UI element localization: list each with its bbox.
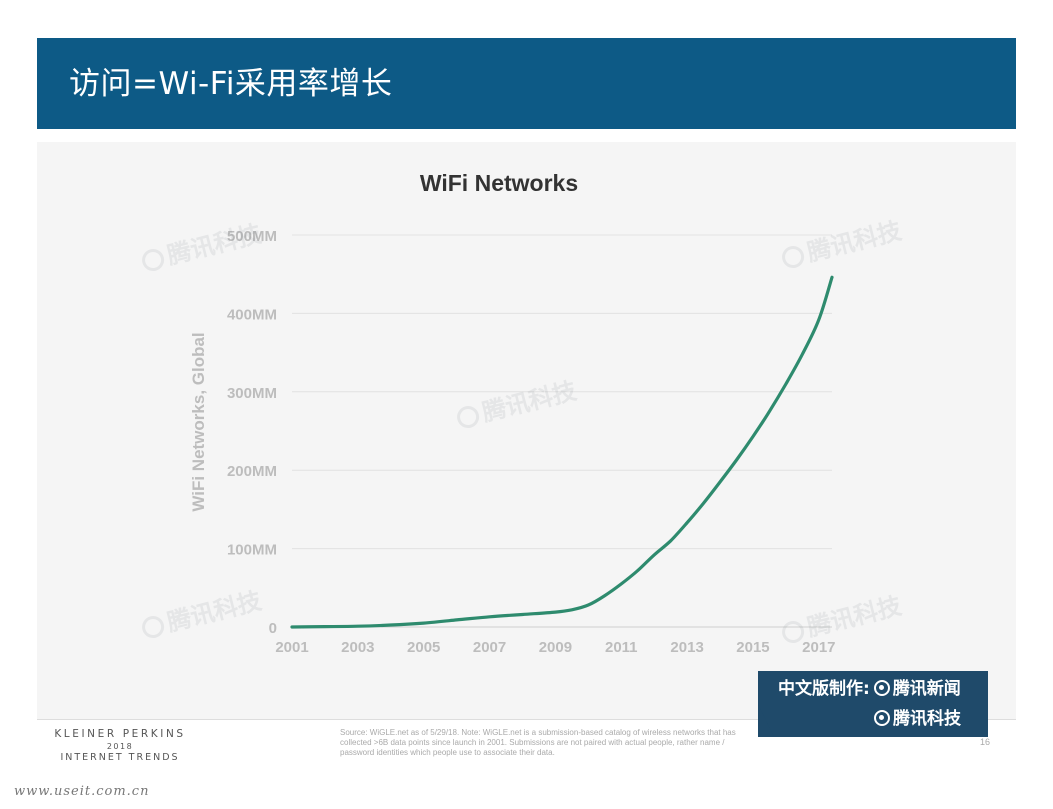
tencent-logo-icon: [873, 680, 890, 696]
brand-report: INTERNET TRENDS: [60, 752, 180, 763]
credit-tech-name: 腾讯科技: [893, 709, 961, 729]
x-tick-label: 2003: [341, 639, 374, 656]
chart-grid: [292, 234, 832, 628]
page-title: 访问=Wi-Fi采用率增长: [69, 66, 393, 102]
tencent-logo-icon: [874, 710, 890, 726]
y-tick-label: 500MM: [227, 228, 277, 245]
header-bar: 访问=Wi-Fi采用率增长: [37, 38, 1016, 129]
x-tick-label: 2013: [670, 639, 703, 656]
y-tick-labels: 0 100MM 200MM 300MM 400MM 500MM: [227, 228, 277, 637]
credit-news-row: 中文版制作: 腾讯新闻: [778, 678, 961, 700]
x-tick-label: 2015: [736, 639, 769, 656]
y-tick-label: 200MM: [227, 463, 277, 480]
x-tick-label: 2011: [605, 639, 638, 656]
brand-year: 2018: [106, 742, 134, 751]
brand-name: KLEINER PERKINS: [54, 728, 186, 740]
credit-badge: 中文版制作: 腾讯新闻 腾讯科技: [758, 671, 988, 737]
x-tick-label: 2005: [407, 639, 440, 656]
footer-divider: [37, 719, 1016, 720]
series-line-wifi-networks: [290, 275, 834, 629]
footer-brand: KLEINER PERKINS 2018 INTERNET TRENDS: [40, 728, 200, 764]
x-tick-label: 2017: [802, 639, 835, 656]
credit-news-name: 腾讯新闻: [892, 679, 961, 699]
y-axis-label: WiFi Networks, Global: [189, 332, 208, 511]
x-tick-label: 2007: [473, 639, 506, 656]
x-tick-labels: 2001 2003 2005 2007 2009 2011 2013 2015 2017: [275, 639, 835, 656]
y-tick-label: 300MM: [227, 385, 277, 402]
chart-title: WiFi Networks: [420, 170, 578, 196]
credit-badge-shape: [758, 671, 988, 737]
x-tick-label: 2009: [539, 639, 572, 656]
y-tick-label: 100MM: [227, 542, 277, 559]
chart-area: 0 100MM 200MM 300MM 400MM 500MM 2001 2003 2005 2…: [37, 142, 1016, 720]
x-tick-label: 2001: [275, 639, 308, 656]
source-note: Source: WiGLE.net as of 5/29/18. Note: W…: [340, 728, 736, 757]
page-number: 16: [980, 737, 991, 747]
site-url: www.useit.com.cn: [14, 784, 150, 799]
y-tick-label: 400MM: [227, 306, 277, 323]
credit-tech-row: 腾讯科技: [870, 708, 961, 730]
credit-made-by: 中文版制作:: [778, 679, 870, 699]
y-tick-label: 0: [269, 620, 277, 637]
